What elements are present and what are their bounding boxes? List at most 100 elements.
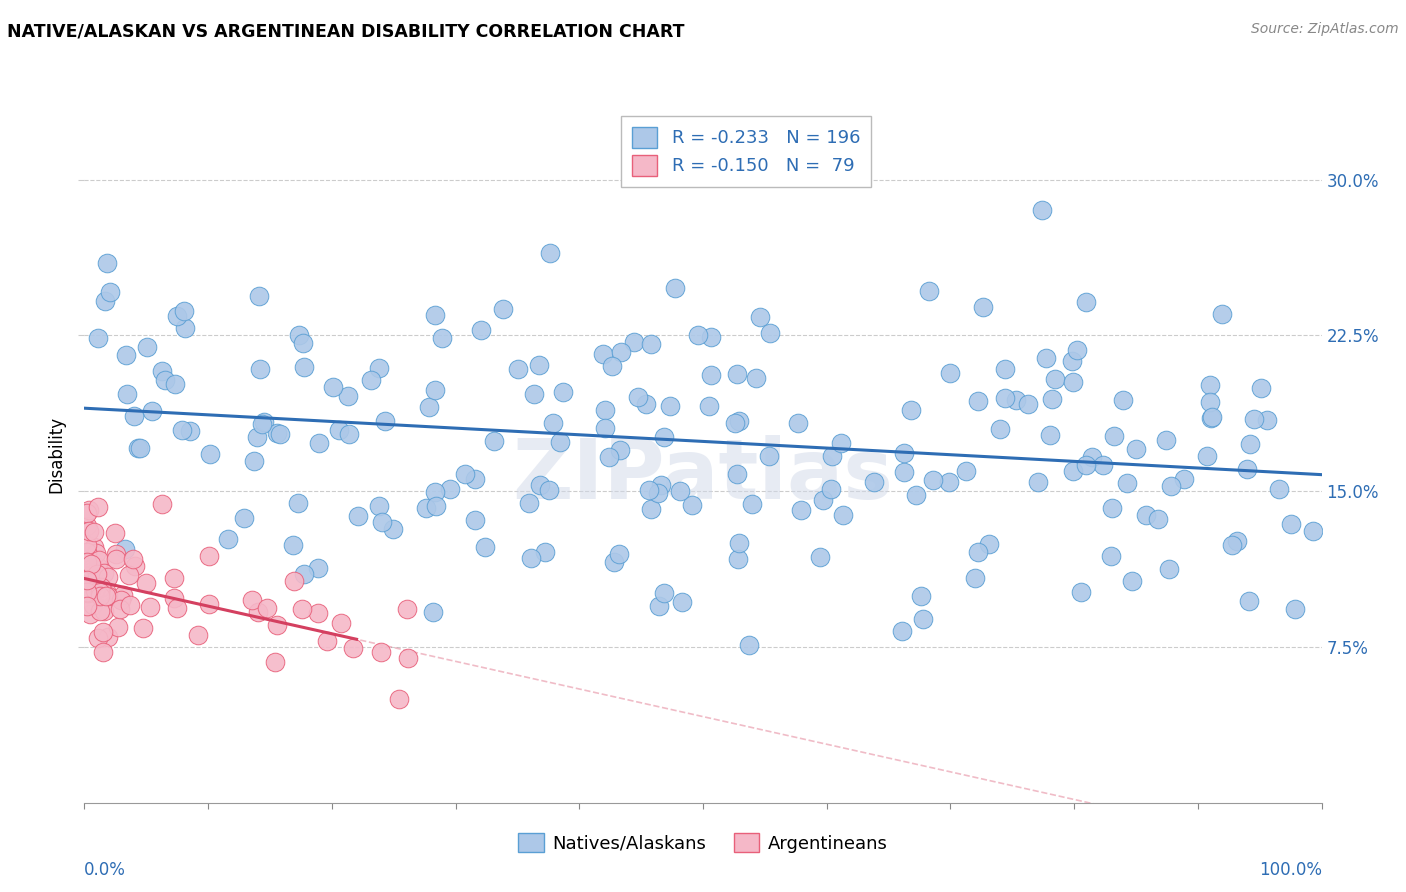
Point	[725, 368, 748, 382]
Point	[322, 380, 344, 394]
Point	[91, 645, 114, 659]
Point	[790, 503, 813, 517]
Point	[966, 393, 988, 408]
Point	[367, 499, 389, 513]
Point	[454, 467, 477, 481]
Point	[129, 441, 152, 455]
Point	[1239, 437, 1261, 451]
Point	[371, 515, 394, 529]
Point	[1173, 472, 1195, 486]
Point	[76, 584, 98, 599]
Point	[1066, 343, 1088, 358]
Text: 100.0%: 100.0%	[1258, 861, 1322, 879]
Point	[97, 569, 120, 583]
Point	[198, 597, 221, 611]
Point	[87, 331, 110, 345]
Point	[759, 326, 782, 341]
Point	[283, 574, 305, 589]
Point	[179, 424, 201, 438]
Point	[470, 323, 492, 337]
Point	[242, 454, 264, 468]
Point	[1026, 475, 1049, 489]
Point	[138, 599, 160, 614]
Point	[80, 577, 103, 591]
Point	[368, 361, 391, 376]
Point	[263, 655, 285, 669]
Point	[249, 361, 271, 376]
Point	[233, 511, 256, 525]
Point	[84, 583, 107, 598]
Point	[972, 300, 994, 314]
Point	[83, 524, 105, 539]
Point	[1159, 562, 1181, 576]
Point	[217, 533, 239, 547]
Point	[87, 631, 110, 645]
Point	[724, 416, 747, 430]
Point	[89, 604, 111, 618]
Text: ZIPatlas: ZIPatlas	[513, 435, 893, 516]
Point	[893, 465, 915, 479]
Point	[966, 545, 988, 559]
Point	[749, 310, 772, 324]
Point	[166, 600, 188, 615]
Point	[938, 475, 960, 490]
Point	[170, 423, 193, 437]
Point	[1220, 538, 1243, 552]
Point	[94, 589, 117, 603]
Point	[135, 576, 157, 591]
Point	[607, 547, 630, 561]
Point	[1256, 413, 1278, 427]
Point	[77, 577, 100, 591]
Point	[76, 544, 98, 558]
Point	[977, 536, 1000, 550]
Point	[918, 285, 941, 299]
Point	[609, 344, 631, 359]
Point	[112, 588, 135, 602]
Point	[1031, 202, 1053, 217]
Point	[247, 289, 270, 303]
Point	[1062, 376, 1084, 390]
Point	[98, 285, 121, 299]
Point	[1135, 508, 1157, 522]
Point	[638, 483, 661, 497]
Point	[423, 485, 446, 500]
Point	[745, 371, 768, 385]
Point	[593, 403, 616, 417]
Point	[122, 552, 145, 566]
Point	[538, 483, 561, 497]
Point	[623, 335, 645, 350]
Point	[728, 414, 751, 428]
Point	[1101, 501, 1123, 516]
Point	[127, 441, 149, 455]
Point	[240, 593, 263, 607]
Point	[246, 605, 269, 619]
Point	[388, 691, 411, 706]
Point	[1040, 392, 1063, 407]
Point	[728, 535, 751, 549]
Point	[77, 524, 100, 538]
Point	[523, 387, 546, 401]
Point	[103, 526, 125, 541]
Point	[758, 450, 780, 464]
Text: Source: ZipAtlas.com: Source: ZipAtlas.com	[1251, 22, 1399, 37]
Point	[1035, 351, 1057, 365]
Point	[900, 402, 922, 417]
Point	[77, 586, 100, 600]
Point	[430, 331, 453, 345]
Point	[141, 404, 163, 418]
Point	[955, 464, 977, 478]
Point	[993, 362, 1015, 376]
Point	[76, 519, 98, 533]
Point	[425, 384, 447, 398]
Point	[464, 513, 486, 527]
Point	[76, 573, 98, 587]
Point	[86, 567, 108, 582]
Point	[97, 589, 120, 603]
Point	[316, 634, 339, 648]
Point	[281, 538, 304, 552]
Text: 0.0%: 0.0%	[84, 861, 127, 879]
Point	[1236, 462, 1258, 476]
Point	[287, 496, 309, 510]
Point	[787, 416, 810, 430]
Point	[534, 545, 557, 559]
